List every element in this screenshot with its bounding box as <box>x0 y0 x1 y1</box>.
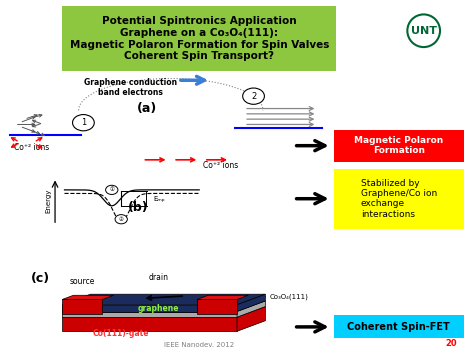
Polygon shape <box>237 307 265 331</box>
Polygon shape <box>237 301 265 317</box>
Text: (c): (c) <box>31 272 50 285</box>
FancyBboxPatch shape <box>62 6 336 71</box>
Polygon shape <box>237 294 265 312</box>
Text: ①: ① <box>109 187 114 192</box>
Circle shape <box>106 185 118 195</box>
Polygon shape <box>62 301 265 312</box>
Polygon shape <box>62 294 265 305</box>
Text: Co⁺² ions: Co⁺² ions <box>203 160 238 170</box>
Text: Coherent Spin-FET: Coherent Spin-FET <box>347 322 450 332</box>
Text: Stabilized by
Graphene/Co ion
exchange
interactions: Stabilized by Graphene/Co ion exchange i… <box>361 179 437 219</box>
Text: Magnetic Polaron
Formation: Magnetic Polaron Formation <box>354 136 444 155</box>
Text: 2: 2 <box>251 92 256 101</box>
Text: Potential Spintronics Application
Graphene on a Co₃O₄(111):
Magnetic Polaron For: Potential Spintronics Application Graphe… <box>70 16 329 61</box>
Polygon shape <box>62 300 102 314</box>
Text: IEEE Nanodev. 2012: IEEE Nanodev. 2012 <box>164 342 234 348</box>
Text: source: source <box>69 277 95 286</box>
FancyBboxPatch shape <box>334 169 464 229</box>
Text: Eₘₚ: Eₘₚ <box>153 196 164 202</box>
Text: graphene: graphene <box>137 304 179 313</box>
Text: Co₃O₄(111): Co₃O₄(111) <box>270 294 309 300</box>
Circle shape <box>73 115 94 131</box>
Polygon shape <box>197 300 237 314</box>
Text: (b): (b) <box>128 201 148 214</box>
Text: Graphene conduction
band electrons: Graphene conduction band electrons <box>84 78 177 97</box>
Text: 1: 1 <box>81 118 86 127</box>
Text: Co⁺² ions: Co⁺² ions <box>14 143 49 152</box>
Text: Energy: Energy <box>45 188 51 213</box>
Text: UNT: UNT <box>410 26 437 36</box>
Circle shape <box>243 88 264 104</box>
Polygon shape <box>62 307 265 317</box>
Text: Co(111)-gate: Co(111)-gate <box>93 329 149 338</box>
Text: ②: ② <box>119 217 124 222</box>
Polygon shape <box>62 312 237 317</box>
Text: 20: 20 <box>445 339 457 348</box>
Polygon shape <box>62 317 237 331</box>
Text: drain: drain <box>149 273 169 282</box>
Polygon shape <box>197 295 248 300</box>
Polygon shape <box>62 305 237 312</box>
Polygon shape <box>62 295 114 300</box>
FancyBboxPatch shape <box>334 315 464 338</box>
Circle shape <box>115 215 128 224</box>
Text: (a): (a) <box>137 102 157 115</box>
FancyBboxPatch shape <box>334 130 464 162</box>
